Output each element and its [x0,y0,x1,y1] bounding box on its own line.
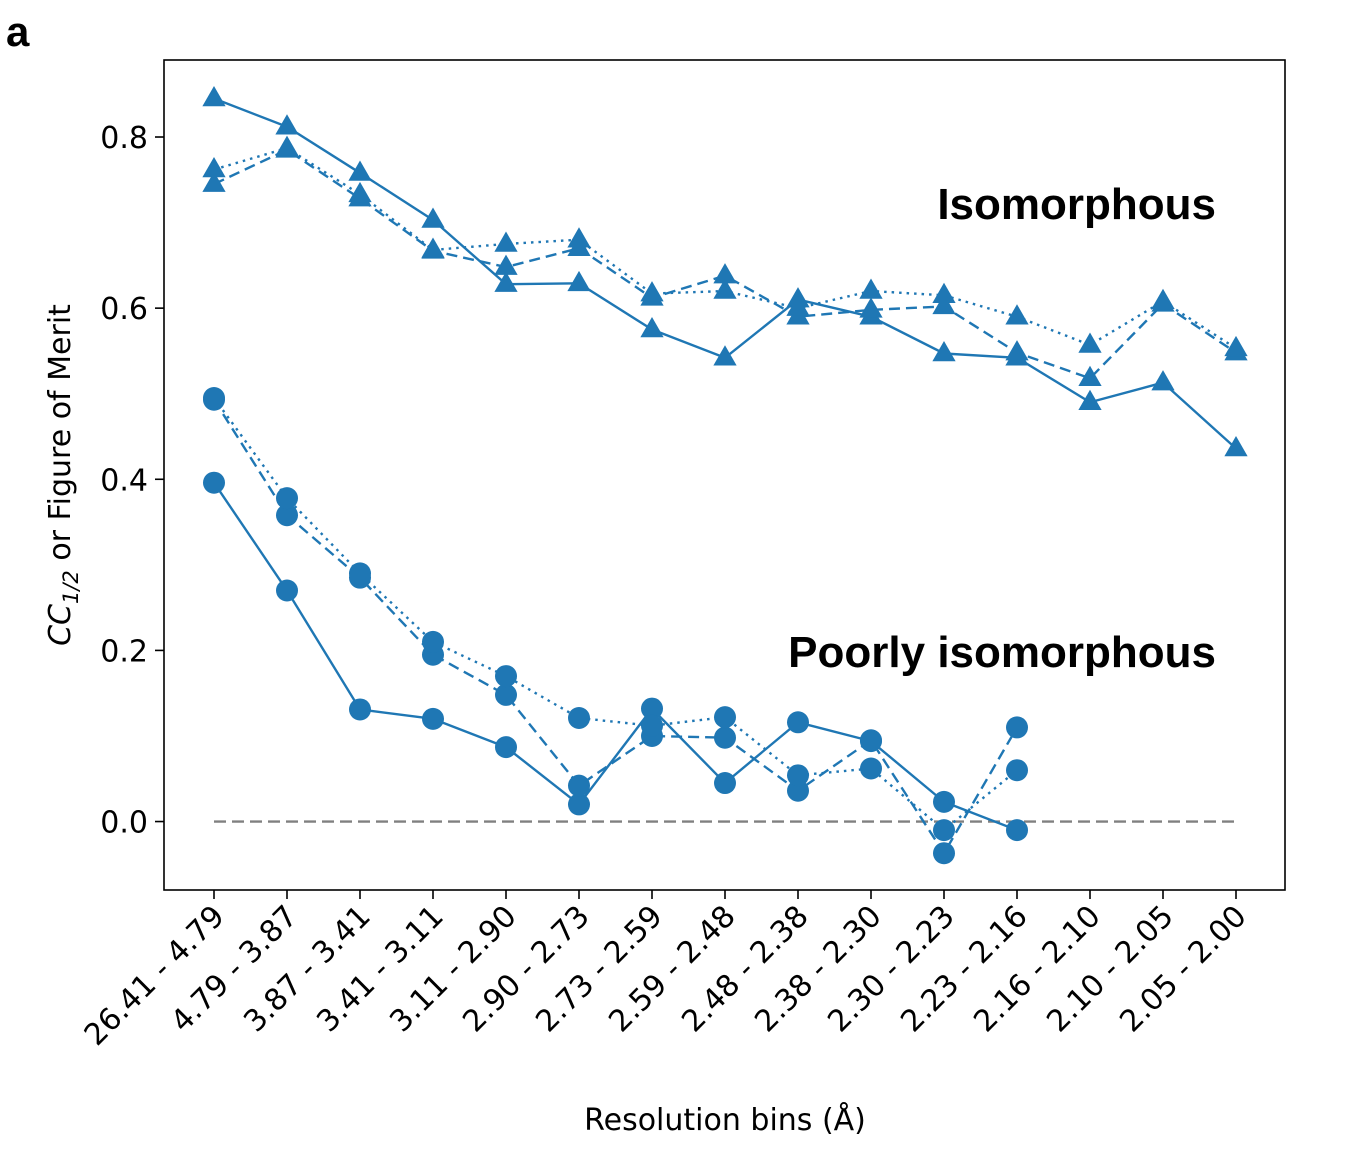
data-point-triangle [202,157,226,178]
series-line [213,148,1237,380]
data-point-triangle [932,282,956,304]
data-point-triangle [202,171,226,192]
annotation-isomorphous: Isomorphous [937,180,1216,229]
data-point-triangle [640,281,664,302]
series-line [212,399,1019,855]
data-point-triangle [786,295,810,316]
data-point-circle [276,504,298,527]
data-point-circle [787,764,809,787]
data-point-circle [568,707,590,730]
data-point-circle [1006,716,1028,739]
data-point-triangle [567,227,591,248]
y-axis-label-suffix: or Figure of Merit [43,304,78,570]
data-point-circle [495,683,517,706]
data-point-triangle [1078,332,1102,353]
data-point-circle [1006,819,1028,842]
data-point-triangle [859,297,883,318]
data-point-triangle [421,237,445,258]
data-point-triangle [494,271,518,292]
y-tick-label: 0.0 [100,806,148,841]
data-point-circle [495,736,517,759]
data-point-circle [1006,759,1028,782]
annotation-poorly-isomorphous: Poorly isomorphous [788,628,1216,677]
x-axis: 26.41 - 4.794.79 - 3.873.87 - 3.413.41 -… [78,890,1254,1053]
y-tick-label: 0.4 [100,463,148,498]
data-point-triangle [1151,370,1175,391]
data-point-triangle [494,254,518,275]
y-tick-label: 0.6 [100,292,148,327]
data-point-circle [860,729,882,752]
data-point-circle [714,706,736,729]
y-axis: 0.0 0.2 0.4 0.6 0.8 [100,121,164,841]
data-point-circle [568,793,590,816]
data-point-triangle [932,293,956,315]
y-tick-label: 0.2 [100,634,148,669]
data-point-circle [860,757,882,780]
data-point-circle [276,487,298,510]
data-point-circle [714,726,736,749]
data-point-triangle [1224,435,1248,457]
data-point-circle [495,665,517,688]
data-point-circle [933,842,955,865]
data-point-circle [568,774,590,797]
data-point-circle [933,819,955,842]
series-5 [203,388,1028,865]
y-axis-label: CC1/2 or Figure of Merit [43,304,83,646]
data-point-triangle [421,207,445,228]
data-point-triangle [1005,304,1029,325]
panel-label: a [6,8,30,55]
data-point-circle [422,707,444,730]
data-point-triangle [567,270,591,292]
data-point-triangle [713,263,737,284]
data-point-triangle [713,278,737,299]
data-point-circle [276,579,298,602]
data-point-triangle [932,340,956,362]
series-3 [202,135,1248,357]
data-point-circle [933,790,955,813]
plot-area [163,59,1286,891]
data-point-triangle [640,317,664,338]
data-point-triangle [859,278,883,299]
data-point-circle [349,698,371,721]
data-point-circle [641,697,663,720]
data-point-triangle [275,135,299,156]
data-point-triangle [1005,340,1029,361]
data-point-circle [641,714,663,737]
x-axis-label: Resolution bins (Å) [584,1102,866,1138]
data-point-triangle [713,345,737,366]
data-point-triangle [1224,335,1248,357]
data-point-triangle [275,114,299,135]
series-line [213,397,1018,832]
data-point-circle [787,779,809,802]
y-tick-label: 0.8 [100,121,148,156]
data-point-triangle [494,231,518,252]
series-layer [202,86,1248,865]
series-line [213,482,1018,832]
data-point-circle [349,562,371,585]
data-point-circle [422,630,444,653]
data-point-circle [203,471,225,494]
series-6 [203,386,1028,842]
data-point-triangle [348,160,372,181]
data-point-triangle [1151,288,1175,310]
data-point-triangle [348,181,372,203]
data-point-triangle [202,86,226,107]
data-point-triangle [1078,389,1102,411]
y-axis-label-subscript: 1/2 [59,570,83,604]
data-point-circle [203,386,225,409]
data-point-circle [714,772,736,795]
data-point-circle [787,711,809,734]
y-axis-label-prefix: CC [43,604,78,646]
data-point-triangle [1078,365,1102,387]
